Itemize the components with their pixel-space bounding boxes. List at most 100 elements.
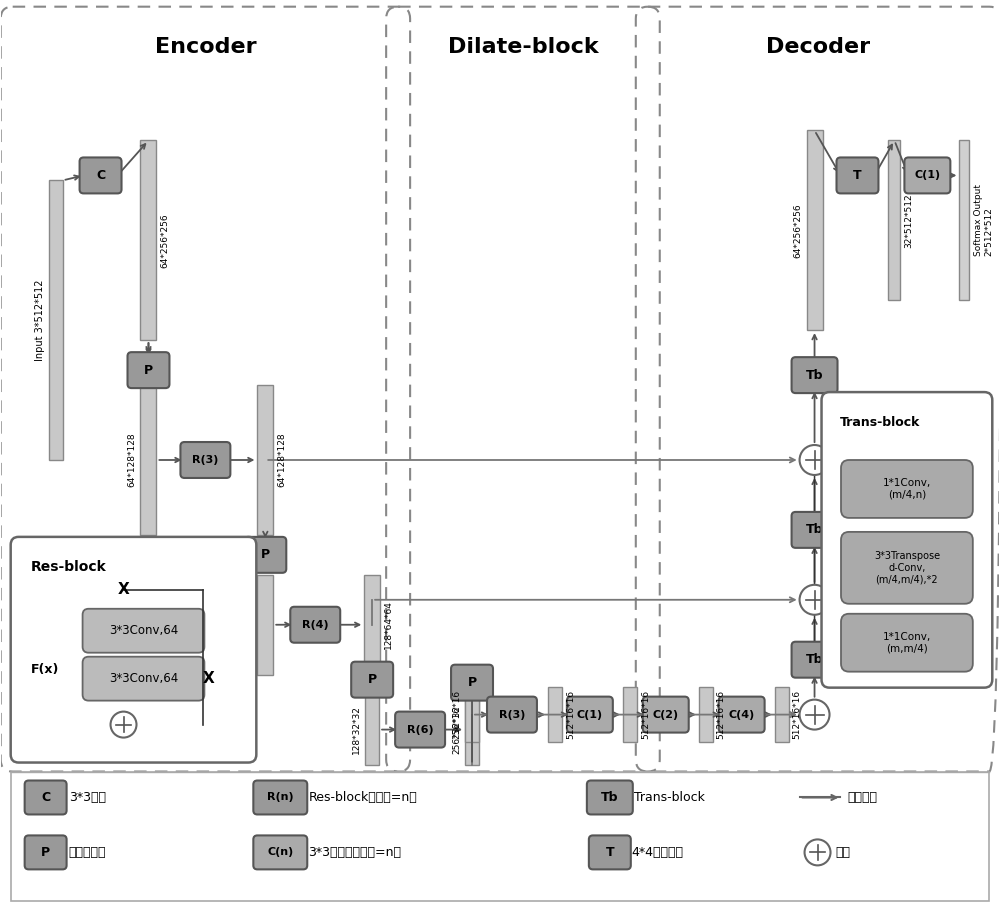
Text: C: C	[96, 169, 105, 182]
Text: 64*64*64: 64*64*64	[244, 603, 253, 646]
FancyBboxPatch shape	[792, 512, 838, 548]
Bar	[365, 695, 379, 764]
Text: Res-block: Res-block	[31, 560, 106, 574]
Text: 1*1Conv,
(m,m/4): 1*1Conv, (m,m/4)	[883, 632, 931, 654]
FancyBboxPatch shape	[83, 656, 204, 700]
Bar	[465, 695, 479, 764]
FancyBboxPatch shape	[80, 157, 122, 194]
FancyBboxPatch shape	[719, 697, 765, 732]
FancyBboxPatch shape	[587, 781, 633, 814]
Text: Tb: Tb	[806, 523, 823, 537]
Bar	[364, 575, 380, 675]
FancyBboxPatch shape	[589, 835, 631, 869]
FancyBboxPatch shape	[451, 665, 493, 700]
FancyBboxPatch shape	[351, 662, 393, 698]
Circle shape	[111, 711, 137, 738]
Text: Res-block（数量=n）: Res-block（数量=n）	[308, 791, 417, 804]
Bar	[465, 687, 479, 742]
FancyBboxPatch shape	[904, 157, 950, 194]
FancyBboxPatch shape	[25, 781, 67, 814]
Text: 跳跃连接: 跳跃连接	[847, 791, 877, 804]
FancyBboxPatch shape	[567, 697, 613, 732]
Text: 1*1Conv,
(m/4,n): 1*1Conv, (m/4,n)	[883, 478, 931, 499]
Text: 512*16*16: 512*16*16	[793, 690, 802, 740]
Circle shape	[800, 445, 830, 475]
Text: 32*512*512: 32*512*512	[904, 193, 913, 247]
FancyBboxPatch shape	[841, 460, 973, 518]
FancyBboxPatch shape	[841, 532, 973, 603]
Text: C(n): C(n)	[267, 847, 293, 857]
FancyBboxPatch shape	[128, 352, 169, 388]
Text: 3*3Transpose
d-Conv,
(m/4,m/4),*2: 3*3Transpose d-Conv, (m/4,m/4),*2	[874, 551, 940, 584]
Text: 3*3卷积: 3*3卷积	[69, 791, 106, 804]
FancyBboxPatch shape	[253, 835, 307, 869]
Bar	[888, 141, 900, 300]
Text: T: T	[853, 169, 862, 182]
FancyBboxPatch shape	[487, 697, 537, 732]
Bar	[140, 141, 156, 341]
FancyBboxPatch shape	[25, 835, 67, 869]
Text: 64*128*128: 64*128*128	[128, 433, 137, 488]
FancyBboxPatch shape	[253, 781, 307, 814]
Circle shape	[805, 839, 831, 866]
Text: X: X	[203, 671, 214, 687]
Text: Trans-block: Trans-block	[840, 415, 920, 428]
Text: 64*256*256: 64*256*256	[160, 213, 169, 268]
Text: Softmax Output
2*512*512: Softmax Output 2*512*512	[974, 184, 994, 257]
Text: Tb: Tb	[601, 791, 619, 804]
FancyBboxPatch shape	[822, 392, 992, 687]
Text: 3*3Conv,64: 3*3Conv,64	[109, 624, 178, 637]
Text: 最大值池化: 最大值池化	[69, 846, 106, 859]
Text: 4*4转置卷积: 4*4转置卷积	[632, 846, 684, 859]
Text: 相加: 相加	[836, 846, 851, 859]
Bar	[140, 385, 156, 535]
FancyBboxPatch shape	[837, 157, 878, 194]
Text: 3*3Conv,64: 3*3Conv,64	[109, 672, 178, 685]
Text: Input 3*512*512: Input 3*512*512	[35, 279, 45, 361]
FancyBboxPatch shape	[395, 711, 445, 748]
Text: C(1): C(1)	[577, 709, 603, 719]
Bar	[775, 687, 789, 742]
FancyBboxPatch shape	[792, 357, 838, 394]
Text: X: X	[118, 582, 129, 597]
Text: Trans-block: Trans-block	[634, 791, 705, 804]
Bar	[807, 131, 823, 331]
FancyBboxPatch shape	[290, 607, 340, 643]
Bar	[257, 575, 273, 675]
Text: R(4): R(4)	[302, 620, 329, 630]
Text: P: P	[41, 846, 50, 859]
Text: Tb: Tb	[806, 653, 823, 666]
Text: P: P	[144, 363, 153, 377]
FancyBboxPatch shape	[83, 609, 204, 653]
Text: 512*16*16: 512*16*16	[717, 690, 726, 740]
FancyBboxPatch shape	[244, 537, 286, 572]
Bar	[548, 687, 562, 742]
Text: 64*256*256: 64*256*256	[794, 203, 803, 257]
Text: R(6): R(6)	[407, 725, 433, 735]
Text: P: P	[261, 549, 270, 561]
FancyBboxPatch shape	[792, 642, 838, 677]
Text: 64*128*128: 64*128*128	[277, 433, 286, 488]
Text: Tb: Tb	[806, 369, 823, 382]
Text: Decoder: Decoder	[766, 37, 871, 57]
Text: C: C	[41, 791, 50, 804]
Text: C(2): C(2)	[653, 709, 679, 719]
Text: 3*3卷积（空洞率=n）: 3*3卷积（空洞率=n）	[308, 846, 401, 859]
Text: C(4): C(4)	[729, 709, 755, 719]
Circle shape	[800, 585, 830, 614]
Bar	[699, 687, 713, 742]
Text: T: T	[606, 846, 614, 859]
Text: 256*32*32: 256*32*32	[452, 705, 461, 754]
Text: F(x): F(x)	[31, 663, 59, 677]
Text: 128*64*64: 128*64*64	[384, 601, 393, 649]
FancyBboxPatch shape	[841, 614, 973, 672]
Bar	[257, 385, 273, 535]
Text: R(3): R(3)	[499, 709, 525, 719]
FancyBboxPatch shape	[643, 697, 689, 732]
FancyBboxPatch shape	[180, 442, 230, 478]
Text: P: P	[467, 677, 477, 689]
Text: Encoder: Encoder	[155, 37, 256, 57]
Text: 256*16*16: 256*16*16	[452, 690, 461, 740]
Bar	[623, 687, 637, 742]
Text: P: P	[368, 673, 377, 687]
